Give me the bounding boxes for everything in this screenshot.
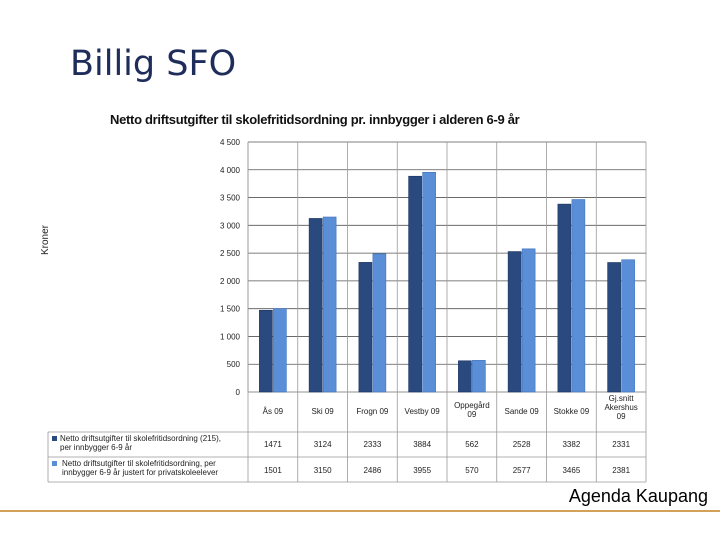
bar-series1 [607, 262, 621, 393]
bar-series2 [372, 253, 387, 393]
bar-series1 [408, 175, 422, 393]
legend-entry-series2: Netto driftsutgifter til skolefritidsord… [62, 459, 216, 468]
category-label: Sande 09 [504, 407, 539, 416]
legend-entry-series1: per innbygger 6-9 år [60, 443, 132, 452]
data-cell-series1: 2528 [513, 440, 531, 449]
data-cell-series2: 3465 [562, 466, 580, 475]
bar-series2 [422, 171, 436, 393]
category-label: 09 [467, 410, 476, 419]
y-tick-label: 1 500 [220, 305, 241, 314]
category-label: Ås 09 [263, 407, 284, 416]
legend-swatch-series1 [52, 436, 57, 441]
legend-entry-series2: innbygger 6-9 år justert for privatskole… [62, 468, 218, 477]
bar-series1 [557, 203, 572, 393]
data-cell-series1: 2333 [363, 440, 381, 449]
bar-series2 [472, 360, 486, 393]
bar-series2 [273, 308, 287, 393]
data-cell-series2: 2486 [363, 466, 381, 475]
y-tick-label: 2 000 [220, 277, 241, 286]
category-label: Oppegård [454, 401, 490, 410]
y-tick-label: 2 500 [220, 249, 241, 258]
bar-series2 [521, 248, 536, 393]
footer-text: Agenda Kaupang [568, 486, 708, 506]
slide-title: Billig SFO [70, 44, 237, 84]
bar-series1 [259, 309, 273, 393]
category-label: Frogn 09 [356, 407, 389, 416]
data-cell-series1: 3124 [314, 440, 332, 449]
y-tick-label: 3 500 [220, 194, 241, 203]
data-cell-series1: 3382 [562, 440, 580, 449]
data-cell-series2: 2381 [612, 466, 630, 475]
data-cell-series2: 1501 [264, 466, 282, 475]
data-cell-series2: 3150 [314, 466, 332, 475]
category-label: 09 [617, 412, 626, 421]
data-cell-series1: 2331 [612, 440, 630, 449]
y-tick-label: 500 [227, 360, 241, 369]
data-cell-series1: 3884 [413, 440, 431, 449]
category-label: Gj.snitt [609, 394, 635, 403]
bar-series2 [571, 199, 586, 393]
y-tick-label: 4 000 [220, 166, 241, 175]
bar-series2 [322, 216, 337, 393]
category-label: Stokke 09 [554, 407, 590, 416]
y-tick-label: 1 000 [220, 332, 241, 341]
category-label: Akershus [604, 403, 637, 412]
legend-entry-series1: Netto driftsutgifter til skolefritidsord… [60, 434, 221, 443]
legend-swatch-series2 [52, 461, 57, 466]
data-cell-series1: 562 [465, 440, 479, 449]
y-tick-label: 3 000 [220, 221, 241, 230]
footer-divider [0, 510, 720, 512]
category-label: Ski 09 [312, 407, 335, 416]
category-label: Vestby 09 [405, 407, 441, 416]
bar-series1 [358, 262, 373, 393]
y-tick-label: 4 500 [220, 138, 241, 147]
data-cell-series2: 570 [465, 466, 479, 475]
chart-title: Netto driftsutgifter til skolefritidsord… [110, 112, 520, 127]
bar-series1 [308, 218, 323, 393]
data-cell-series1: 1471 [264, 440, 282, 449]
data-cell-series2: 2577 [513, 466, 531, 475]
data-cell-series2: 3955 [413, 466, 431, 475]
bar-series1 [458, 360, 472, 393]
bar-series1 [507, 251, 522, 393]
bar-series2 [621, 259, 635, 393]
y-tick-label: 0 [236, 388, 241, 397]
